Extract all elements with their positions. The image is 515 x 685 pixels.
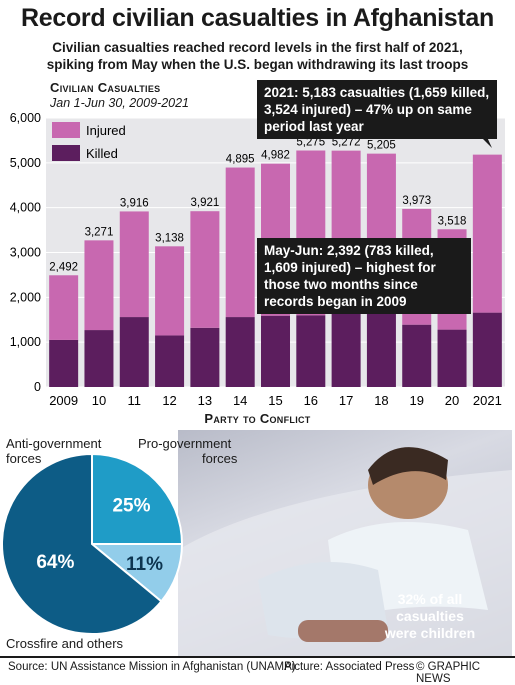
pie-slice	[91, 452, 184, 545]
children-share-caption: 32% of all casualties were children	[384, 591, 476, 641]
legend-label-killed: Killed	[86, 146, 118, 161]
bar-total-label: 3,518	[438, 215, 467, 227]
bar-total-label: 5,205	[367, 140, 396, 152]
x-tick-label: 16	[304, 393, 318, 408]
page-title: Record civilian casualties in Afghanista…	[20, 4, 495, 32]
pie-slice-label: 64%	[36, 552, 74, 573]
x-tick-label: 12	[162, 393, 176, 408]
bar-killed	[261, 315, 290, 387]
x-tick-label: 11	[128, 393, 142, 408]
y-tick-label: 0	[34, 380, 41, 394]
pie-slice	[1, 452, 163, 635]
x-tick-label: 2009	[49, 393, 78, 408]
chart-period: Jan 1-Jun 30, 2009-2021	[50, 96, 189, 110]
bar-total-label: 5,272	[332, 137, 361, 149]
x-tick-label: 2021	[473, 393, 502, 408]
party-to-conflict-pie: 25% 11% 64%	[1, 452, 184, 635]
callout-2021-total: 2021: 5,183 casualties (1,659 killed, 3,…	[257, 80, 497, 139]
y-tick-label: 3,000	[10, 246, 41, 260]
bar-injured	[84, 240, 114, 331]
legend-swatch-killed	[52, 145, 80, 161]
x-tick-label: 19	[409, 393, 423, 408]
bar-killed	[296, 315, 326, 387]
subtitle-line-1: Civilian casualties reached record level…	[52, 40, 463, 55]
legend-label-injured: Injured	[86, 123, 126, 138]
bar-killed	[84, 330, 114, 387]
footer-source: Source: UN Assistance Mission in Afghani…	[8, 661, 296, 673]
bar-injured	[155, 246, 185, 336]
callout-may-jun: May-Jun: 2,392 (783 killed, 1,609 injure…	[257, 238, 471, 314]
bar-killed	[155, 335, 185, 387]
pie-label-anti-line-2: forces	[6, 451, 42, 466]
x-tick-label: 10	[92, 393, 106, 408]
footer: Source: UN Assistance Mission in Afghani…	[0, 657, 515, 685]
bar-total-label: 3,916	[120, 197, 149, 209]
bar-total-label: 3,138	[155, 232, 184, 244]
legend-swatch-injured	[52, 122, 80, 138]
photo-illustration	[178, 447, 512, 656]
bar-total-label: 3,271	[85, 226, 114, 238]
bar-injured	[119, 211, 149, 318]
y-tick-label: 1,000	[10, 335, 41, 349]
party-to-conflict-heading: Party to Conflict	[204, 411, 311, 426]
bar-injured	[190, 211, 220, 328]
bar-killed	[119, 317, 149, 387]
footer-rule	[0, 656, 515, 658]
injured-child-photo: 32% of all casualties were children	[178, 430, 512, 656]
bar-total-label: 4,895	[226, 154, 255, 166]
y-tick-label: 4,000	[10, 201, 41, 215]
pie-label-pro-line-2: forces	[202, 451, 238, 466]
bar-killed	[49, 339, 79, 387]
y-tick-label: 5,000	[10, 156, 41, 170]
y-tick-label: 2,000	[10, 290, 41, 304]
bar-total-label: 4,982	[261, 150, 290, 162]
x-tick-label: 14	[233, 393, 247, 408]
bar-killed	[472, 312, 502, 387]
bar-injured	[472, 154, 502, 313]
pie-label-pro-line-1: Pro-government	[138, 436, 232, 451]
subtitle-line-2: spiking from May when the U.S. began wit…	[46, 57, 469, 72]
footer-picture: Picture: Associated Press	[284, 661, 415, 673]
chart-heading: Civilian Casualties	[50, 80, 161, 95]
bar-killed	[437, 329, 467, 387]
bar-total-label: 3,973	[402, 195, 431, 207]
bar-killed	[402, 324, 432, 387]
x-tick-label: 17	[339, 393, 353, 408]
x-tick-label: 13	[198, 393, 212, 408]
bar-total-label: 3,921	[190, 197, 219, 209]
x-tick-label: 15	[268, 393, 282, 408]
bar-killed	[331, 312, 361, 387]
pie-label-crossfire: Crossfire and others	[6, 636, 124, 651]
pie-slice-label: 11%	[126, 554, 163, 575]
pie-slice-label: 25%	[112, 496, 150, 517]
bar-total-label: 2,492	[49, 261, 78, 273]
bar-injured	[49, 275, 79, 340]
bar-killed	[225, 317, 255, 387]
x-tick-label: 18	[374, 393, 388, 408]
x-tick-label: 20	[445, 393, 459, 408]
bar-killed	[366, 311, 396, 387]
bar-killed	[190, 327, 220, 387]
bar-total-label: 5,275	[296, 137, 325, 149]
footer-credit: © GRAPHIC NEWS	[416, 661, 481, 685]
y-tick-label: 6,000	[10, 111, 41, 125]
bar-injured	[225, 167, 255, 318]
pie-label-anti-line-1: Anti-government	[6, 436, 102, 451]
